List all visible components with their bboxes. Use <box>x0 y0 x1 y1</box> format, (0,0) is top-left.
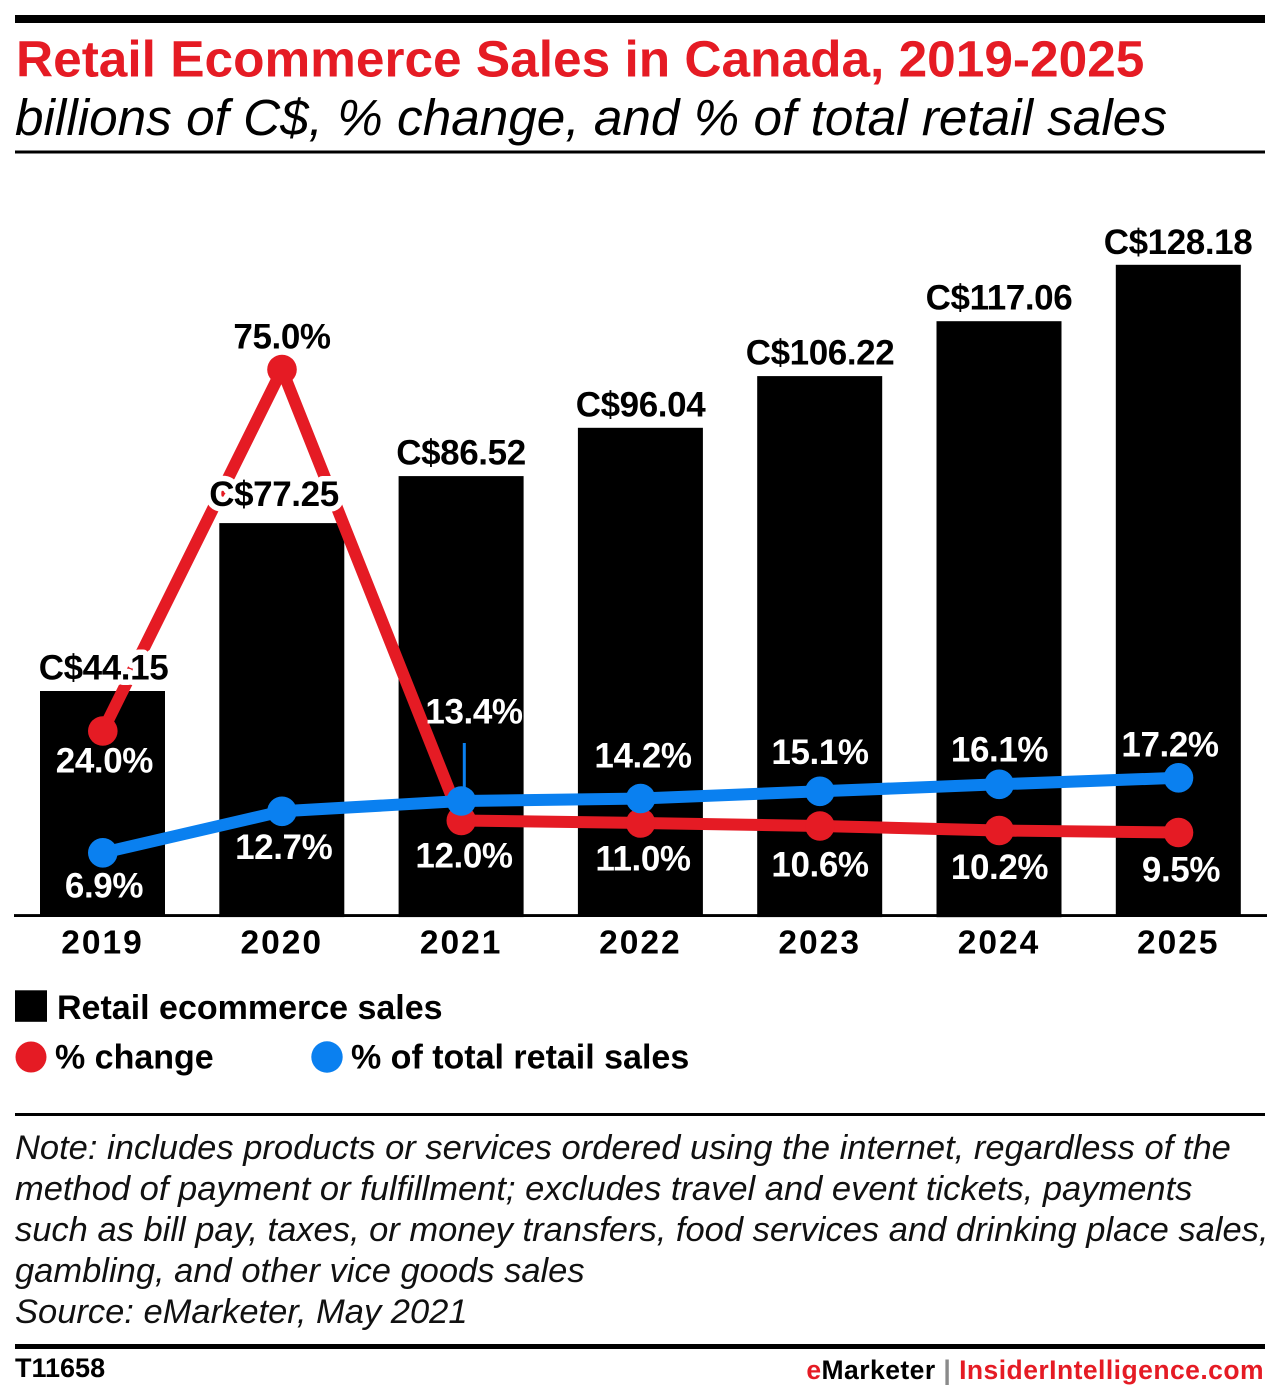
svg-text:17.2%: 17.2% <box>1121 726 1219 765</box>
svg-text:75.0%: 75.0% <box>233 318 331 357</box>
svg-text:such as bill pay, taxes, or mo: such as bill pay, taxes, or money transf… <box>15 1211 1268 1249</box>
svg-text:2020: 2020 <box>241 925 324 962</box>
svg-text:10.6%: 10.6% <box>771 846 869 885</box>
svg-text:12.0%: 12.0% <box>415 837 513 876</box>
svg-text:Retail Ecommerce Sales in Cana: Retail Ecommerce Sales in Canada, 2019-2… <box>16 30 1144 88</box>
svg-text:10.2%: 10.2% <box>951 848 1049 887</box>
svg-text:2021: 2021 <box>420 925 503 962</box>
svg-text:gambling, and other vice goods: gambling, and other vice goods sales <box>15 1252 585 1290</box>
svg-text:2022: 2022 <box>599 925 682 962</box>
svg-text:method of payment or fulfillme: method of payment or fulfillment; exclud… <box>15 1170 1192 1208</box>
svg-text:Source: eMarketer, May 2021: Source: eMarketer, May 2021 <box>15 1293 468 1331</box>
svg-text:2025: 2025 <box>1137 925 1220 962</box>
svg-text:% change: % change <box>55 1039 214 1077</box>
svg-text:2019: 2019 <box>61 925 144 962</box>
svg-text:2024: 2024 <box>958 925 1041 962</box>
svg-text:C$117.06: C$117.06 <box>926 279 1073 318</box>
svg-text:C$128.18: C$128.18 <box>1104 223 1253 262</box>
svg-text:T11658: T11658 <box>15 1353 105 1383</box>
svg-text:14.2%: 14.2% <box>594 737 692 776</box>
svg-text:Retail ecommerce sales: Retail ecommerce sales <box>57 989 443 1027</box>
svg-text:C$77.25: C$77.25 <box>209 475 339 514</box>
svg-text:Note: includes products or ser: Note: includes products or services orde… <box>15 1129 1231 1167</box>
svg-text:13.4%: 13.4% <box>425 692 523 731</box>
svg-text:C$96.04: C$96.04 <box>576 385 706 424</box>
svg-text:billions of C$, % change, and: billions of C$, % change, and % of total… <box>15 89 1167 146</box>
svg-text:11.0%: 11.0% <box>595 839 691 878</box>
svg-text:15.1%: 15.1% <box>771 733 869 772</box>
svg-text:2023: 2023 <box>778 925 861 962</box>
svg-text:12.7%: 12.7% <box>235 828 333 867</box>
svg-text:16.1%: 16.1% <box>951 731 1049 770</box>
svg-text:6.9%: 6.9% <box>65 866 143 905</box>
svg-text:% of total retail sales: % of total retail sales <box>351 1039 689 1077</box>
svg-text:C$44.15: C$44.15 <box>39 649 169 688</box>
svg-text:eMarketer | InsiderIntelligenc: eMarketer | InsiderIntelligence.com <box>806 1355 1264 1385</box>
svg-text:9.5%: 9.5% <box>1142 850 1220 889</box>
svg-text:C$106.22: C$106.22 <box>746 334 895 373</box>
svg-text:24.0%: 24.0% <box>56 741 154 780</box>
svg-text:C$86.52: C$86.52 <box>396 434 526 473</box>
